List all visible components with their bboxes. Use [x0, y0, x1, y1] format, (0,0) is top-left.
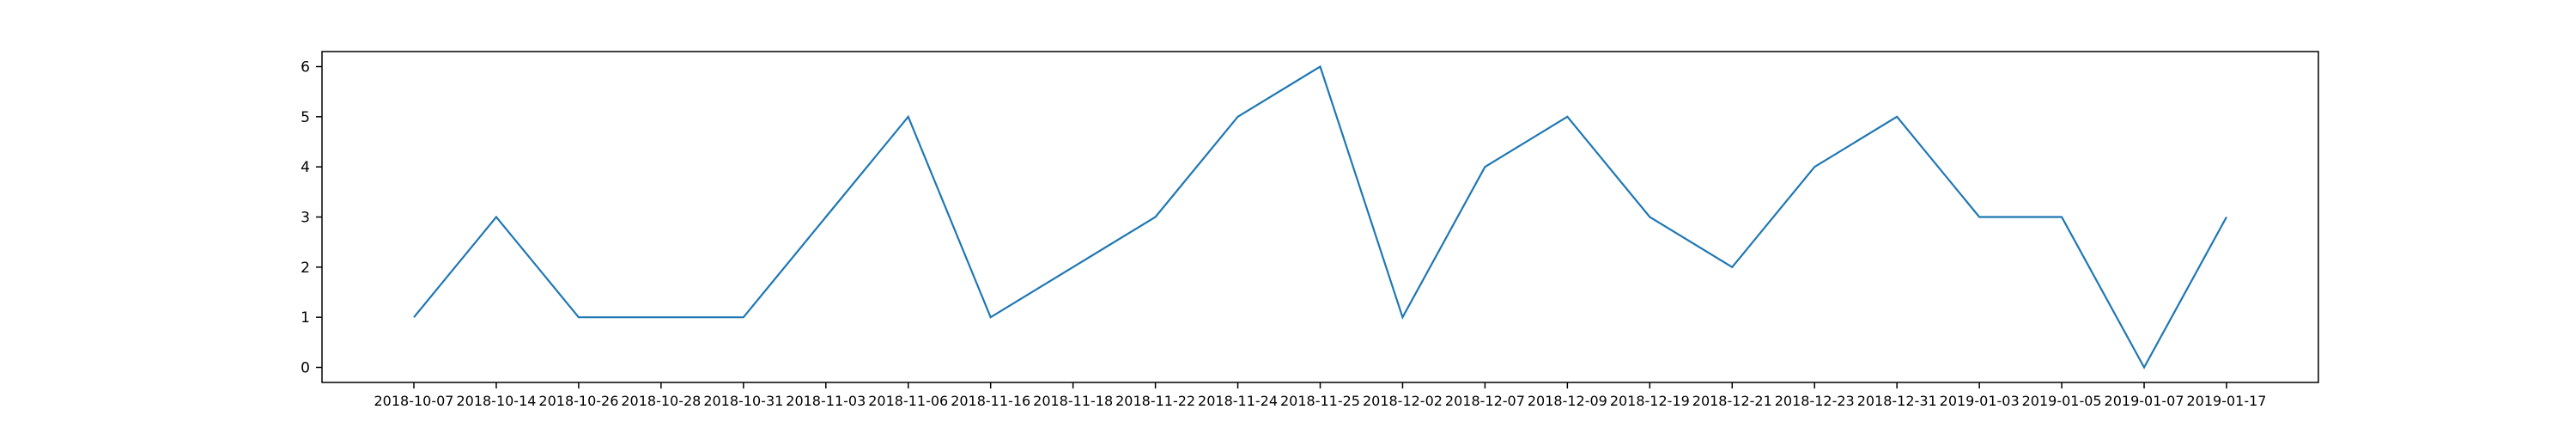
x-tick-label: 2018-11-18 — [1033, 393, 1113, 409]
x-tick-label: 2018-11-22 — [1115, 393, 1195, 409]
y-tick-label: 4 — [301, 159, 310, 176]
x-tick-label: 2018-10-07 — [374, 393, 454, 409]
x-tick-label: 2018-11-06 — [868, 393, 948, 409]
x-tick-label: 2018-11-03 — [786, 393, 866, 409]
y-tick-label: 6 — [301, 59, 310, 76]
x-tick-label: 2018-12-07 — [1445, 393, 1525, 409]
x-tick-label: 2019-01-03 — [1940, 393, 2020, 409]
y-tick-label: 2 — [301, 260, 310, 277]
x-tick-label: 2019-01-05 — [2022, 393, 2102, 409]
x-tick-label: 2018-12-23 — [1775, 393, 1855, 409]
y-tick-label: 0 — [301, 360, 310, 377]
x-tick-label: 2019-01-07 — [2105, 393, 2184, 409]
y-tick-label: 5 — [301, 109, 310, 126]
x-tick-label: 2018-12-31 — [1857, 393, 1937, 409]
x-tick-label: 2019-01-17 — [2187, 393, 2267, 409]
x-tick-label: 2018-10-31 — [703, 393, 783, 409]
x-tick-label: 2018-10-14 — [456, 393, 536, 409]
x-tick-label: 2018-11-24 — [1198, 393, 1278, 409]
x-tick-label: 2018-11-16 — [951, 393, 1030, 409]
x-tick-label: 2018-12-02 — [1363, 393, 1443, 409]
y-axis: 0 1 2 3 4 5 6 — [301, 59, 322, 377]
x-tick-label: 2018-10-28 — [621, 393, 701, 409]
series-line — [413, 64, 2227, 370]
x-axis: 2018-10-07 2018-10-14 2018-10-26 2018-10-28… — [374, 382, 2267, 409]
x-tick-label: 2018-10-26 — [538, 393, 618, 409]
x-tick-label: 2018-12-19 — [1610, 393, 1690, 409]
y-tick-label: 3 — [301, 210, 310, 227]
x-tick-label: 2018-12-21 — [1692, 393, 1772, 409]
x-tick-label: 2018-12-09 — [1528, 393, 1607, 409]
x-tick-label: 2018-11-25 — [1280, 393, 1360, 409]
y-tick-label: 1 — [301, 309, 310, 327]
